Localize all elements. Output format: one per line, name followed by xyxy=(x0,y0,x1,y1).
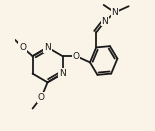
Text: O: O xyxy=(73,52,80,61)
Text: O: O xyxy=(19,43,26,52)
Text: N: N xyxy=(102,17,108,26)
Text: N: N xyxy=(112,8,118,17)
Text: N: N xyxy=(44,43,51,52)
Text: O: O xyxy=(38,93,45,102)
Text: N: N xyxy=(59,69,66,78)
